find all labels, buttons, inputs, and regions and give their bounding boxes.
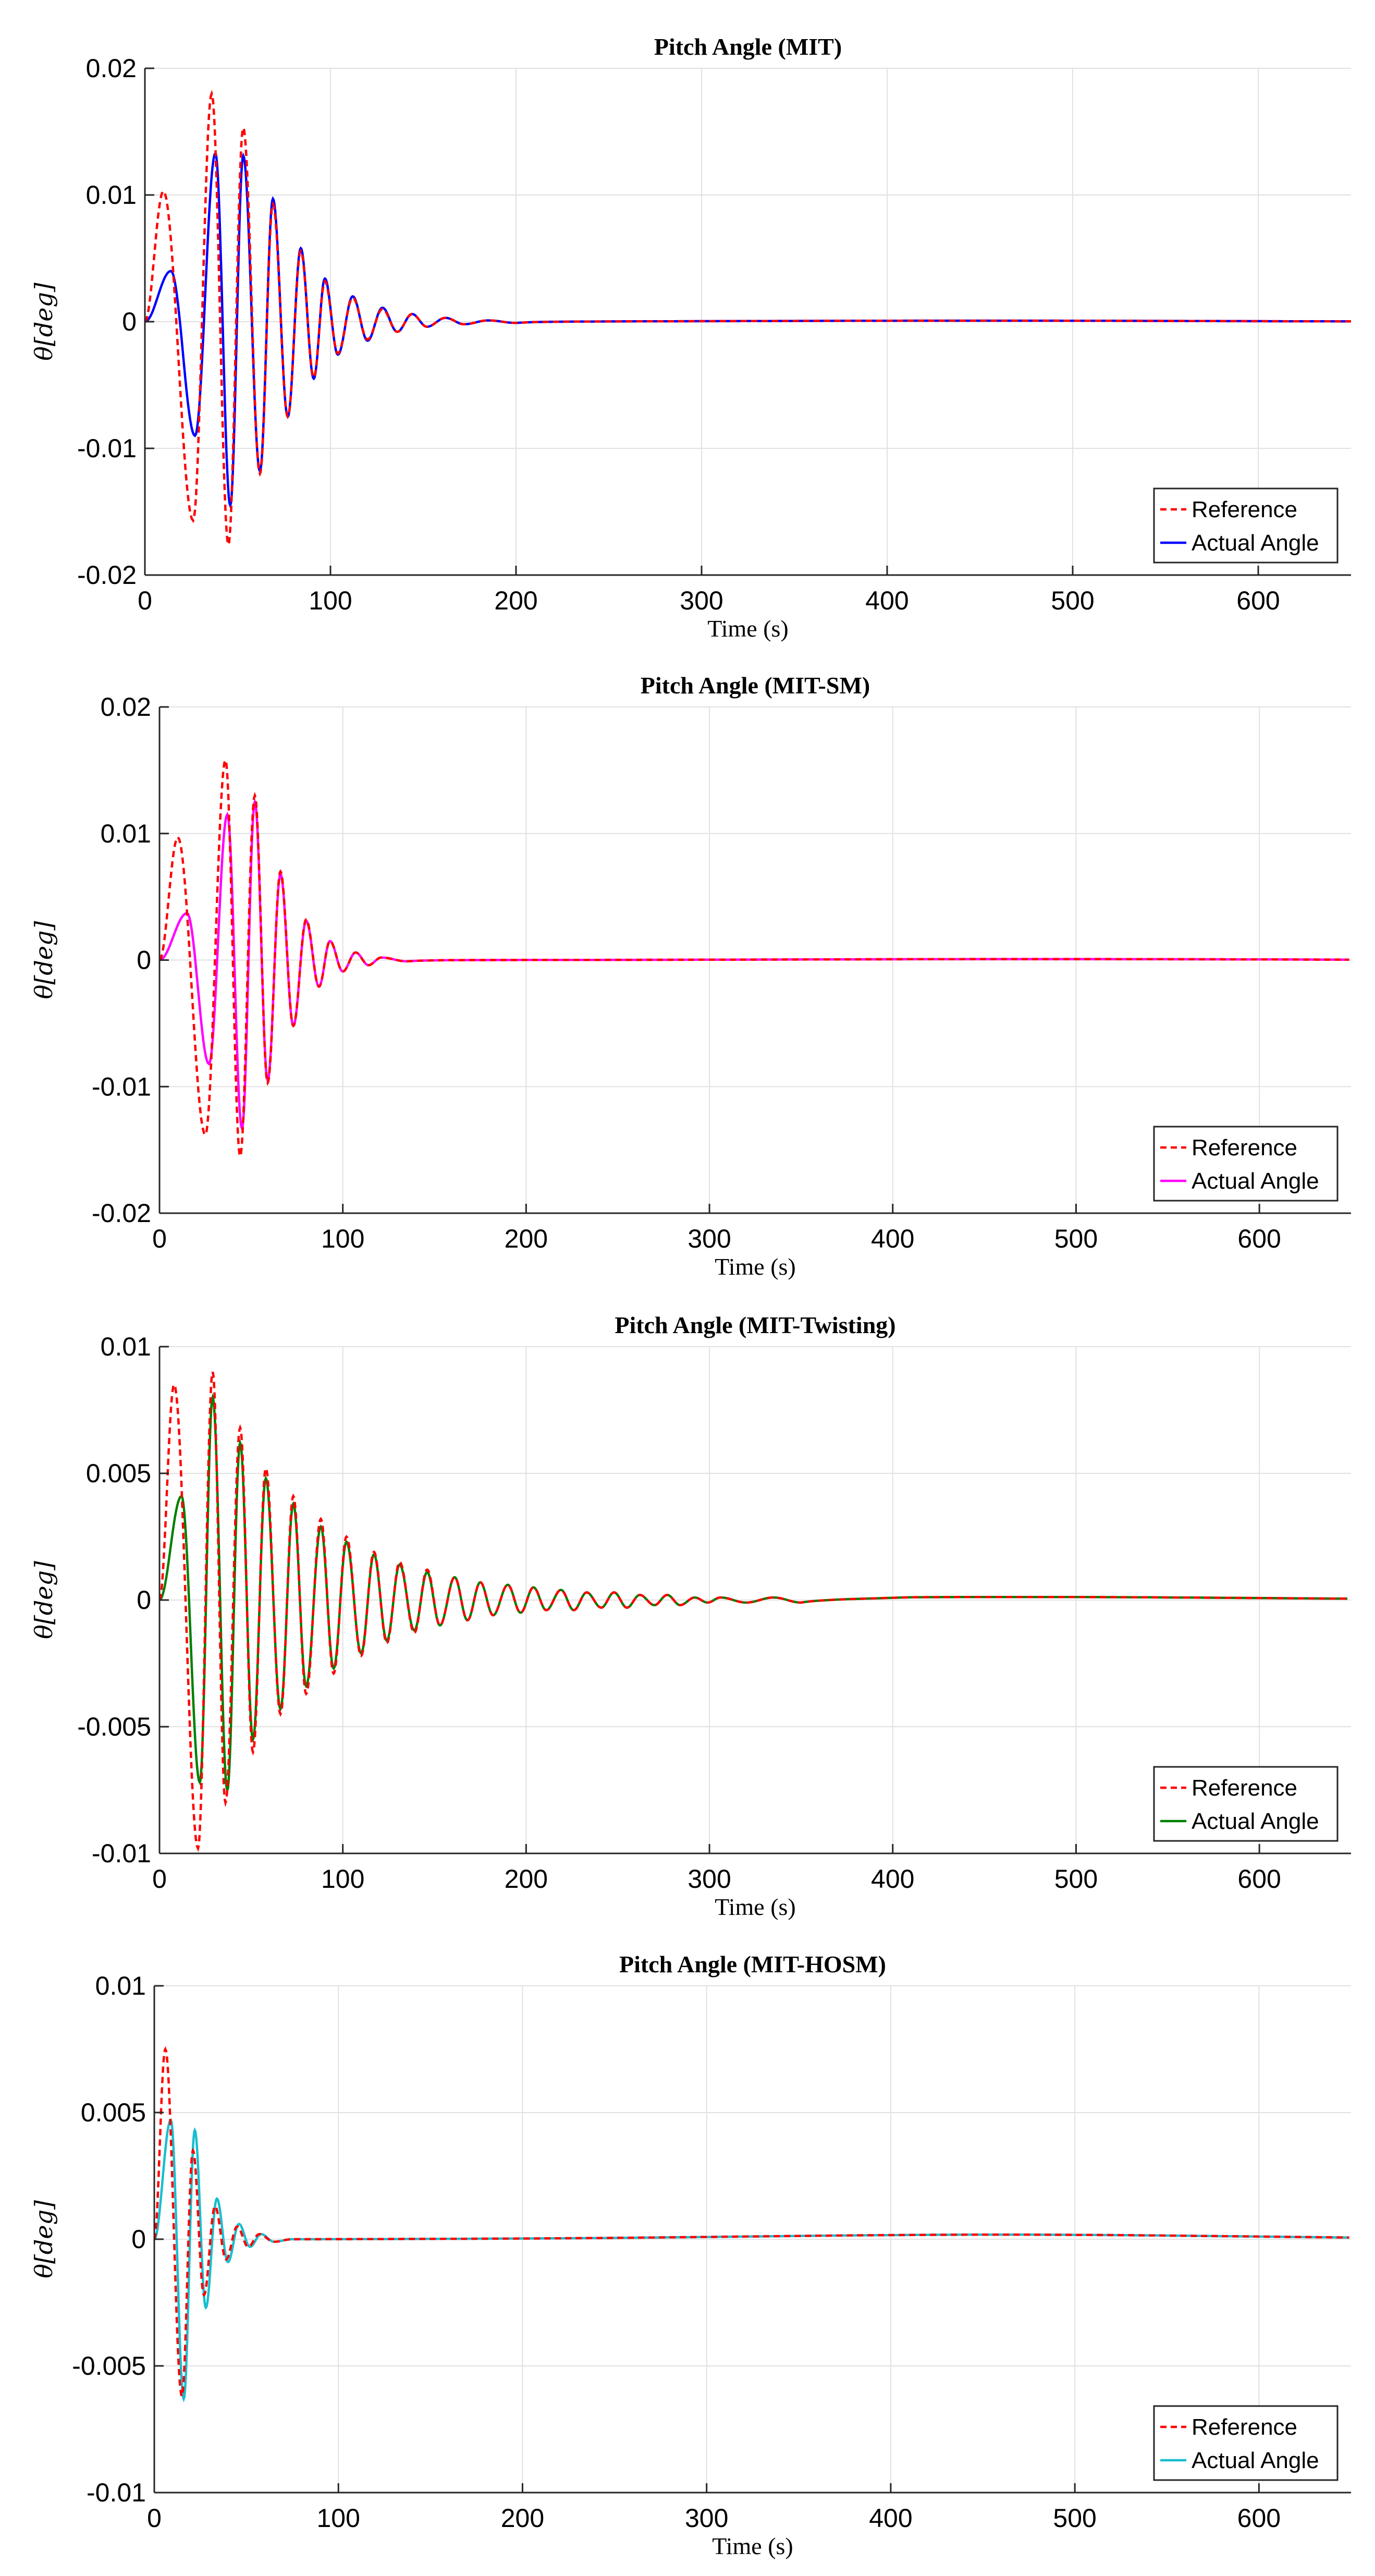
x-tick-label: 0 (138, 586, 152, 615)
y-tick-label: 0.01 (101, 819, 151, 848)
x-tick-label: 400 (871, 1224, 914, 1253)
x-tick-label: 100 (321, 1864, 364, 1894)
x-tick-label: 100 (309, 586, 352, 615)
x-tick-label: 600 (1237, 1224, 1281, 1253)
x-tick-label: 500 (1054, 1864, 1098, 1894)
x-tick-label: 300 (688, 1864, 731, 1894)
x-tick-label: 500 (1054, 1224, 1098, 1253)
y-tick-label: 0.005 (86, 1459, 151, 1488)
y-tick-label: 0.01 (86, 180, 137, 210)
y-tick-label: 0.02 (86, 54, 137, 83)
x-tick-label: 500 (1051, 586, 1094, 615)
y-axis-label: θ[deg] (30, 283, 58, 361)
y-tick-label: 0.02 (101, 692, 151, 722)
y-tick-label: 0 (131, 2225, 146, 2254)
x-tick-label: 500 (1053, 2504, 1096, 2533)
x-tick-label: 0 (152, 1864, 167, 1894)
y-tick-label: -0.01 (92, 1839, 151, 1868)
chart-title: Pitch Angle (MIT) (654, 33, 842, 60)
y-tick-label: -0.005 (77, 1712, 151, 1741)
chart-panel-4: 0 100 200 300 400 500 600 -0.01 -0.005 0 0.005 0.01… (30, 1951, 1351, 2559)
y-tick-label: -0.01 (77, 434, 137, 463)
x-axis-label: Time (s) (715, 1253, 796, 1280)
chart-panel-2: 0 100 200 300 400 500 600 -0.02 -0.01 0 0.01 0.02 Pi… (30, 672, 1351, 1280)
x-tick-label: 300 (680, 586, 723, 615)
y-tick-label: 0 (122, 307, 137, 336)
x-tick-label: 400 (871, 1864, 914, 1894)
legend-label-reference: Reference (1192, 1775, 1297, 1801)
series-line-reference (159, 756, 1349, 1161)
legend: Reference Actual Angle (1153, 487, 1339, 564)
x-tick-label: 200 (505, 1224, 548, 1253)
y-tick-label: 0 (137, 946, 151, 975)
legend-label-reference: Reference (1192, 2414, 1297, 2440)
y-axis-label: θ[deg] (30, 921, 58, 999)
chart-title: Pitch Angle (MIT-HOSM) (619, 1951, 886, 1977)
x-axis-label: Time (s) (707, 615, 789, 642)
x-tick-label: 0 (147, 2504, 162, 2533)
series-line-reference (145, 90, 1351, 549)
legend-label-actual-angle: Actual Angle (1192, 530, 1319, 556)
legend: Reference Actual Angle (1153, 1766, 1339, 1842)
x-tick-label: 300 (685, 2504, 728, 2533)
y-tick-label: 0 (137, 1585, 151, 1615)
chart-panel-3: 0 100 200 300 400 500 600 -0.01 -0.005 0 0.005 0.01… (30, 1312, 1351, 1920)
series-line-reference (159, 1372, 1348, 1852)
x-tick-label: 600 (1237, 1864, 1281, 1894)
y-tick-label: 0.005 (81, 2098, 146, 2127)
x-tick-label: 200 (494, 586, 537, 615)
legend-box (1153, 1126, 1339, 1202)
y-tick-label: -0.01 (92, 1072, 151, 1101)
y-axis-label: θ[deg] (30, 1561, 58, 1639)
y-tick-label: -0.01 (87, 2478, 146, 2507)
legend-box (1153, 1766, 1339, 1842)
y-tick-label: 0.01 (101, 1332, 151, 1361)
x-tick-label: 400 (869, 2504, 912, 2533)
legend-box (1153, 2405, 1339, 2481)
legend: Reference Actual Angle (1153, 2405, 1339, 2481)
x-tick-label: 100 (317, 2504, 360, 2533)
y-tick-label: -0.02 (77, 560, 137, 590)
x-tick-label: 600 (1236, 586, 1280, 615)
x-tick-label: 400 (865, 586, 909, 615)
x-tick-label: 100 (321, 1224, 364, 1253)
x-tick-label: 200 (505, 1864, 548, 1894)
x-tick-label: 0 (152, 1224, 167, 1253)
legend-label-reference: Reference (1192, 1135, 1297, 1161)
y-tick-label: -0.02 (92, 1199, 151, 1228)
legend-label-reference: Reference (1192, 497, 1297, 522)
legend-label-actual-angle: Actual Angle (1192, 1809, 1319, 1834)
x-tick-label: 200 (501, 2504, 544, 2533)
y-tick-label: -0.005 (72, 2351, 146, 2380)
legend-label-actual-angle: Actual Angle (1192, 1168, 1319, 1194)
series-line-reference (154, 2046, 1349, 2400)
chart-title: Pitch Angle (MIT-SM) (641, 672, 870, 699)
x-tick-label: 300 (688, 1224, 731, 1253)
y-tick-label: 0.01 (95, 1971, 146, 2000)
x-tick-label: 600 (1237, 2504, 1281, 2533)
x-axis-label: Time (s) (715, 1894, 796, 1920)
legend-box (1153, 487, 1339, 564)
legend-label-actual-angle: Actual Angle (1192, 2448, 1319, 2473)
x-axis-label: Time (s) (712, 2533, 793, 2559)
legend: Reference Actual Angle (1153, 1126, 1339, 1202)
y-axis-label: θ[deg] (30, 2200, 58, 2278)
chart-title: Pitch Angle (MIT-Twisting) (615, 1312, 895, 1338)
chart-panel-1: 0 100 200 300 400 500 600 -0.02 -0.01 0 0.01 0.02 Pi… (30, 33, 1351, 642)
